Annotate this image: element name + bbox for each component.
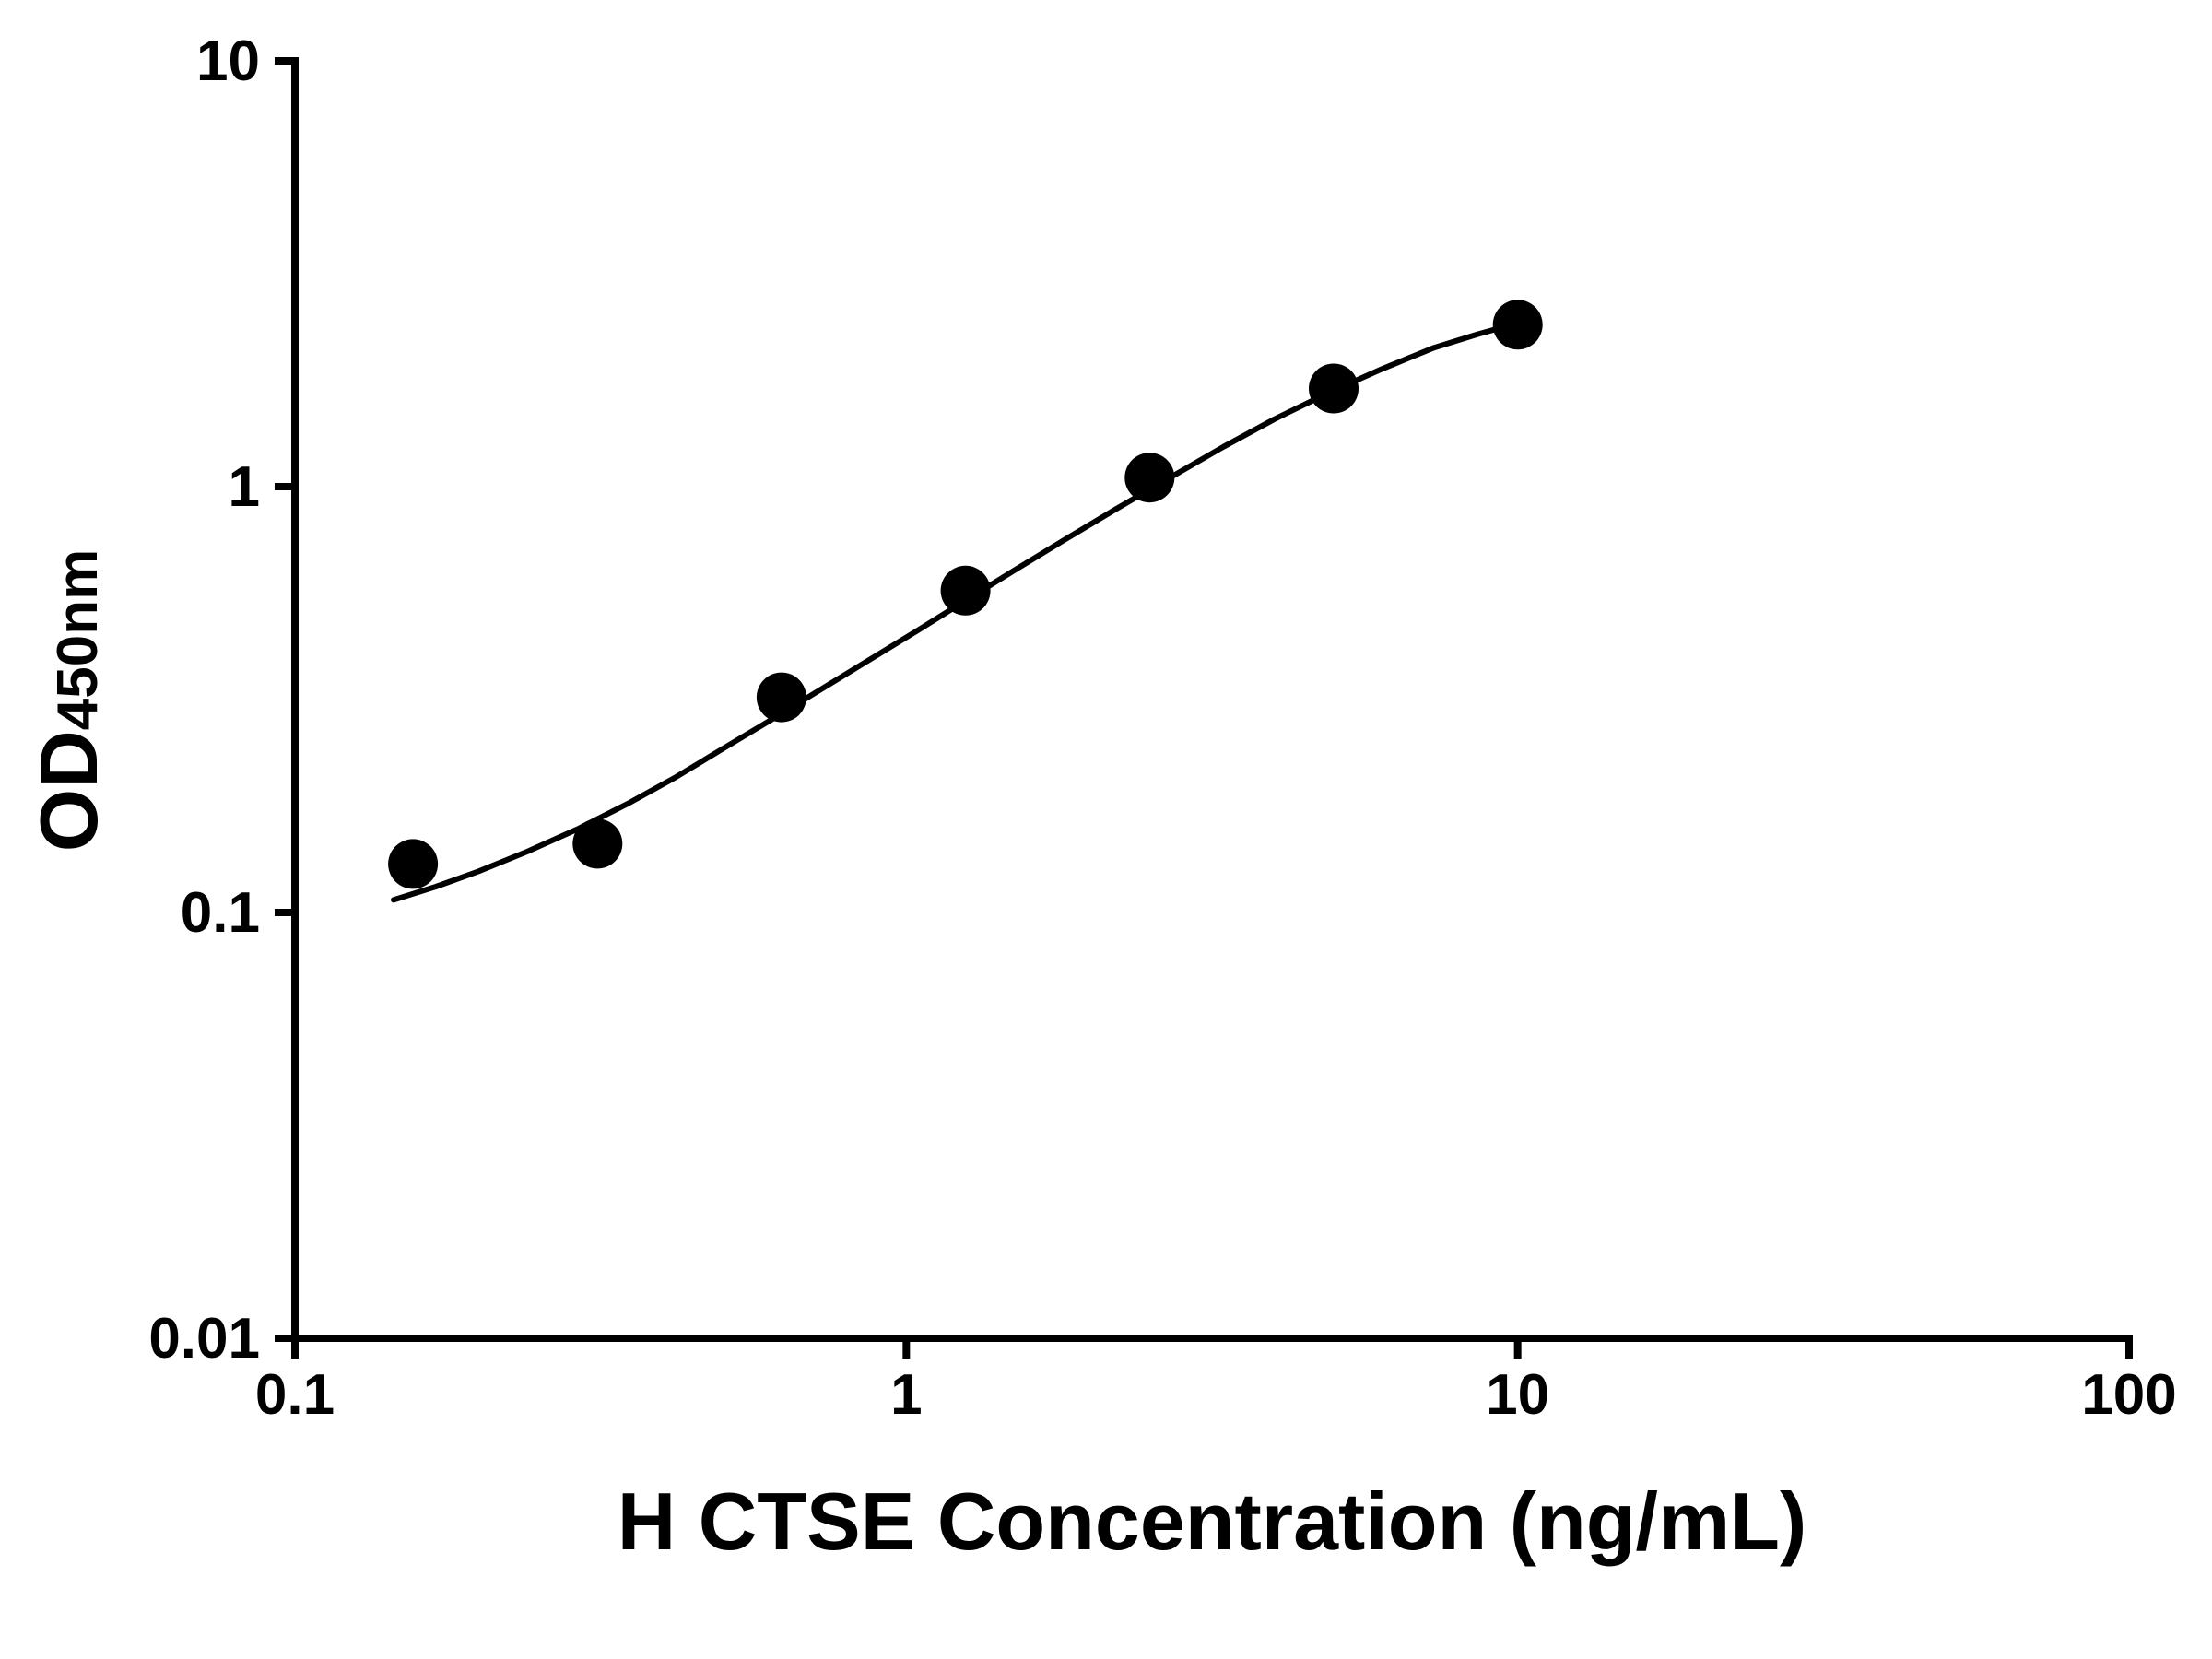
x-tick-label: 10 [1486,1363,1549,1427]
data-point [388,839,439,889]
data-point [1124,453,1175,503]
y-axis-title-main: OD [23,730,114,853]
x-tick-label: 0.1 [255,1363,335,1427]
y-tick-label: 0.01 [148,1307,260,1371]
x-tick-label: 1 [890,1363,922,1427]
data-point [1309,363,1359,414]
axes-spine [291,57,2133,1342]
y-tick-label: 10 [196,29,260,93]
y-tick-label: 0.1 [181,881,260,945]
data-point [756,672,806,723]
y-axis-title: OD450nm [22,549,116,852]
x-axis-title: H CTSE Concentration (ng/mL) [617,1476,1807,1567]
data-point [1492,300,1543,350]
x-tick-label: 100 [2081,1363,2176,1427]
data-point [940,565,991,616]
y-axis-title-subscript: 450nm [46,548,110,731]
y-tick-label: 1 [229,455,260,519]
data-point [572,818,623,869]
